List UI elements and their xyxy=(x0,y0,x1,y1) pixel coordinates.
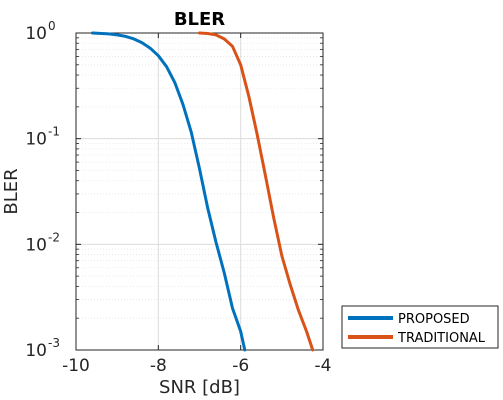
x-tick-label: -6 xyxy=(232,356,249,376)
y-tick-label: 10 -2 xyxy=(25,230,60,255)
x-tick-label: -4 xyxy=(315,356,332,376)
series-line-traditional xyxy=(198,31,315,352)
x-tick-label: -8 xyxy=(150,356,167,376)
chart-title: BLER xyxy=(174,9,225,30)
y-tick-label: 10 -1 xyxy=(25,125,60,150)
y-tick-label-base: 10 xyxy=(25,24,47,44)
series-layer xyxy=(90,31,315,352)
y-tick-label-exponent: 0 xyxy=(48,19,56,33)
y-tick-label-exponent: -1 xyxy=(48,125,60,139)
legend-label-proposed: PROPOSED xyxy=(398,312,470,327)
legend-items: PROPOSED TRADITIONAL xyxy=(348,312,486,346)
legend-box xyxy=(341,305,499,349)
x-axis-label: SNR [dB] xyxy=(159,377,240,398)
y-axis-label: BLER xyxy=(1,168,22,214)
y-tick-label-base: 10 xyxy=(25,235,47,255)
series-line-proposed xyxy=(90,31,247,352)
y-tick-label-exponent: -3 xyxy=(48,336,60,350)
y-tick-label-exponent: -2 xyxy=(48,230,60,244)
legend: PROPOSED TRADITIONAL xyxy=(341,305,499,349)
y-tick-label-base: 10 xyxy=(25,130,47,150)
x-tick-label: -10 xyxy=(62,356,90,376)
y-tick-label-base: 10 xyxy=(25,341,47,361)
y-tick-label: 10 -3 xyxy=(25,336,60,361)
y-tick-label: 10 0 xyxy=(25,19,55,44)
legend-label-traditional: TRADITIONAL xyxy=(397,331,486,346)
